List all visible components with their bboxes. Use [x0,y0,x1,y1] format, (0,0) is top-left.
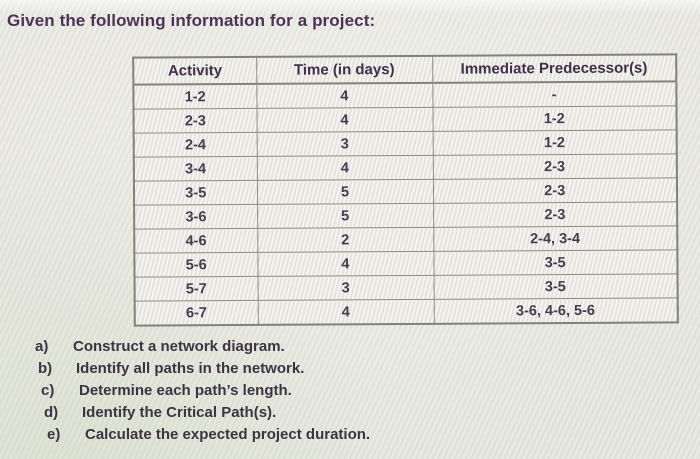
question-text: Identify the Critical Path(s). [82,404,277,421]
question-text: Identify all paths in the network. [76,360,305,377]
cell-time: 4 [256,155,433,181]
cell-activity: 3-6 [134,204,258,230]
cell-predecessors: 2-3 [432,153,677,180]
cell-time: 4 [256,82,433,109]
cell-predecessors: 2-3 [432,177,678,204]
column-header-predecessors: Immediate Predecessor(s) [432,54,677,83]
question-item-e: e) Calculate the expected project durati… [47,424,370,446]
cell-predecessors: 3-5 [433,249,678,276]
cell-predecessors: 3-5 [433,273,678,300]
cell-activity: 4-6 [134,228,258,254]
question-item-d: d) Identify the Critical Path(s). [44,402,370,424]
cell-predecessors: 2-4, 3-4 [433,225,678,252]
table-row: 4-6 2 2-4, 3-4 [134,225,678,254]
cell-activity: 6-7 [134,300,258,326]
cell-predecessors: 2-3 [433,201,678,228]
table-row: 3-6 5 2-3 [134,201,678,230]
table-row: 3-5 5 2-3 [133,177,678,206]
question-list: a) Construct a network diagram. b) Ident… [35,336,370,446]
question-label: e) [47,426,61,443]
question-item-a: a) Construct a network diagram. [35,336,370,358]
cell-predecessors: 3-6, 4-6, 5-6 [433,297,678,324]
table-header-row: Activity Time (in days) Immediate Predec… [133,54,677,85]
cell-activity: 2-4 [133,132,257,158]
activity-table: Activity Time (in days) Immediate Predec… [132,53,679,327]
page-title: Given the following information for a pr… [7,11,376,30]
cell-predecessors: - [432,81,677,108]
table-row: 1-2 4 - [133,81,677,110]
table-row: 5-6 4 3-5 [134,249,678,278]
table-row: 2-3 4 1-2 [133,105,677,134]
table-row: 5-7 3 3-5 [134,273,678,302]
column-header-time: Time (in days) [256,55,433,84]
cell-time: 3 [257,275,434,301]
table-row: 3-4 4 2-3 [133,153,677,182]
question-label: d) [44,404,59,421]
cell-predecessors: 1-2 [432,129,677,156]
cell-activity: 1-2 [133,83,257,110]
question-item-b: b) Identify all paths in the network. [38,358,370,380]
cell-time: 3 [256,131,433,157]
cell-activity: 2-3 [133,108,257,134]
cell-activity: 5-6 [134,252,258,278]
table-row: 2-4 3 1-2 [133,129,677,158]
cell-time: 4 [257,299,434,325]
question-text: Determine each path’s length. [79,382,292,399]
cell-predecessors: 1-2 [432,105,677,132]
question-text: Construct a network diagram. [73,338,285,355]
cell-time: 5 [257,203,434,229]
question-item-c: c) Determine each path’s length. [41,380,370,402]
question-label: b) [38,360,53,377]
cell-time: 4 [256,107,433,133]
column-header-activity: Activity [133,56,257,85]
cell-activity: 3-5 [133,180,258,206]
cell-time: 5 [256,179,434,205]
question-label: c) [41,382,55,399]
question-text: Calculate the expected project duration. [85,426,371,443]
table-row: 6-7 4 3-6, 4-6, 5-6 [134,297,678,326]
question-label: a) [35,338,49,355]
cell-time: 4 [257,251,434,277]
cell-activity: 3-4 [133,156,257,182]
cell-time: 2 [257,227,434,253]
cell-activity: 5-7 [134,276,258,302]
